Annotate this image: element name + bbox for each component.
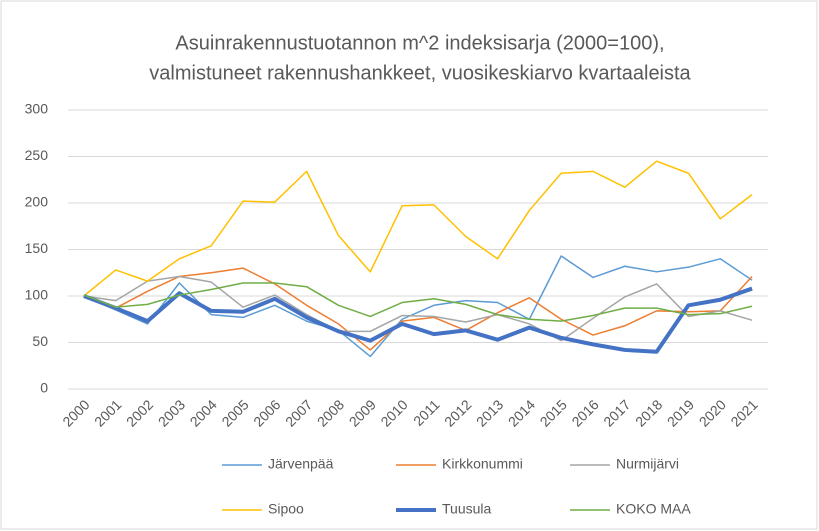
legend-label: Tuusula	[442, 501, 492, 517]
y-tick-label: 100	[25, 287, 49, 303]
y-tick-label: 150	[25, 240, 49, 256]
series-line	[83, 282, 753, 322]
y-tick-label: 200	[25, 194, 49, 210]
series-line	[83, 160, 753, 297]
series-line	[83, 255, 753, 358]
series-line	[83, 275, 753, 342]
y-tick-label: 300	[25, 101, 49, 117]
y-tick-label: 50	[32, 333, 48, 349]
y-tick-label: 0	[40, 380, 48, 396]
legend-label: Järvenpää	[268, 456, 334, 472]
chart-title: Asuinrakennustuotannon m^2 indeksisarja …	[175, 32, 664, 54]
legend-label: KOKO MAA	[616, 501, 691, 517]
chart-title: valmistuneet rakennushankkeet, vuosikesk…	[149, 62, 691, 84]
legend-label: Kirkkonummi	[442, 456, 523, 472]
series-line	[83, 267, 753, 351]
series-line	[83, 286, 753, 354]
legend-label: Nurmijärvi	[616, 456, 679, 472]
legend-label: Sipoo	[268, 501, 304, 517]
y-tick-label: 250	[25, 147, 49, 163]
